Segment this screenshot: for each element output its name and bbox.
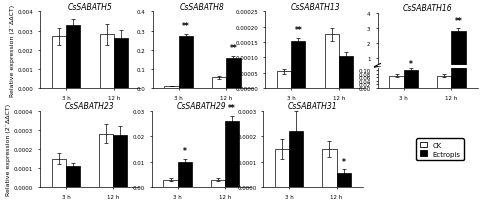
Bar xyxy=(322,149,336,187)
Bar xyxy=(324,35,339,89)
Y-axis label: Relative expression (2⁻ΔΔCT): Relative expression (2⁻ΔΔCT) xyxy=(6,103,11,195)
Bar xyxy=(113,135,128,187)
Bar xyxy=(178,37,193,89)
Bar xyxy=(404,71,418,89)
Bar xyxy=(114,39,128,89)
Title: CsSABATH29: CsSABATH29 xyxy=(176,102,226,110)
Bar xyxy=(437,72,452,73)
Bar xyxy=(291,41,306,89)
Bar xyxy=(164,87,178,89)
Bar xyxy=(339,57,353,89)
Title: CsSABATH23: CsSABATH23 xyxy=(65,102,114,110)
Title: CsSABATH31: CsSABATH31 xyxy=(288,102,338,110)
Bar xyxy=(390,72,404,73)
Text: **: ** xyxy=(294,26,302,35)
Text: **: ** xyxy=(230,44,237,53)
Bar xyxy=(290,132,304,187)
Bar xyxy=(277,72,291,89)
Text: *: * xyxy=(409,60,413,69)
Legend: CK, Ectropis: CK, Ectropis xyxy=(416,138,464,160)
Bar xyxy=(275,149,289,187)
Title: CsSABATH16: CsSABATH16 xyxy=(402,4,452,13)
Title: CsSABATH5: CsSABATH5 xyxy=(68,3,112,12)
Bar xyxy=(66,26,80,89)
Text: **: ** xyxy=(228,104,236,112)
Text: *: * xyxy=(342,157,345,166)
Bar xyxy=(66,166,80,187)
Bar xyxy=(100,35,114,89)
Bar xyxy=(437,76,452,89)
Y-axis label: Relative expression (2⁻ΔΔCT): Relative expression (2⁻ΔΔCT) xyxy=(10,5,14,96)
Bar xyxy=(212,78,226,89)
Bar xyxy=(452,0,466,89)
Bar xyxy=(52,159,66,187)
Text: **: ** xyxy=(454,17,462,26)
Bar xyxy=(452,32,466,73)
Text: *: * xyxy=(183,147,186,156)
Bar xyxy=(99,134,113,187)
Bar xyxy=(52,37,66,89)
Text: **: ** xyxy=(182,22,190,31)
Bar xyxy=(178,162,192,187)
Bar xyxy=(226,59,240,89)
Bar xyxy=(210,180,225,187)
Bar xyxy=(404,72,418,73)
Bar xyxy=(225,121,239,187)
Bar xyxy=(390,76,404,89)
Bar xyxy=(336,173,350,187)
Bar xyxy=(164,180,177,187)
Title: CsSABATH13: CsSABATH13 xyxy=(290,3,340,12)
Title: CsSABATH8: CsSABATH8 xyxy=(180,3,225,12)
